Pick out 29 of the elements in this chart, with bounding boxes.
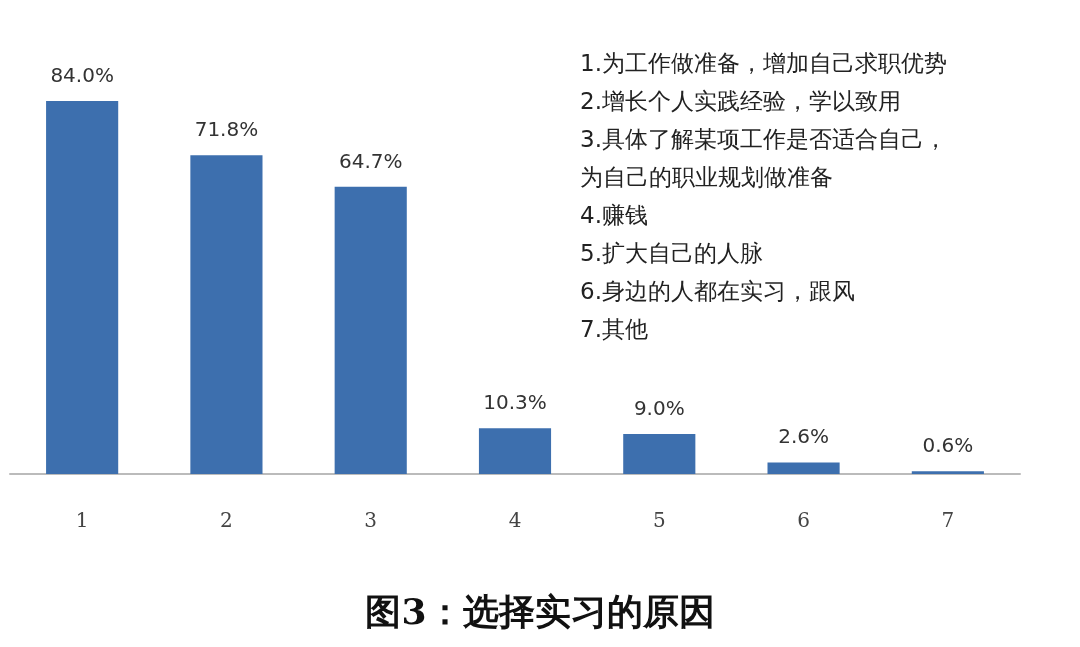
annotation: 3.具体了解某项工作是否适合自己，为自己的职业规划做准备 (580, 126, 947, 190)
data-label: 0.6% (922, 433, 974, 458)
bar (190, 155, 263, 474)
bar (46, 101, 119, 474)
annotation: 5.扩大自己的人脉 (580, 240, 763, 266)
data-label: 9.0% (633, 396, 685, 421)
bar (334, 186, 407, 474)
x-tick-label: 5 (652, 508, 666, 532)
x-tick-label: 2 (220, 508, 233, 532)
annotation: 4.赚钱 (580, 202, 648, 228)
data-label: 10.3% (483, 390, 547, 415)
x-tick-label: 3 (364, 508, 378, 532)
text: 1.为工作做准备，增加自己求职优势 (580, 50, 947, 76)
bar (911, 471, 984, 474)
data-label: 2.6% (778, 424, 829, 449)
bar (767, 462, 840, 474)
data-label: 71.8% (194, 117, 259, 142)
annotation: 6.身边的人都在实习，跟风 (580, 278, 855, 304)
annotation: 2.增长个人实践经验，学以致用 (580, 88, 901, 114)
data-label: 84.0% (50, 63, 114, 88)
annotation: 7.其他 (580, 316, 648, 342)
x-tick-label: 4 (508, 508, 522, 532)
x-tick-label: 7 (941, 508, 955, 532)
data-label: 64.7% (338, 148, 403, 173)
x-tick-label: 6 (797, 508, 810, 532)
x-tick-label: 1 (75, 508, 89, 532)
text: 图3：选择实习的原因 (365, 590, 715, 632)
bar (478, 428, 552, 474)
bar (623, 434, 696, 474)
